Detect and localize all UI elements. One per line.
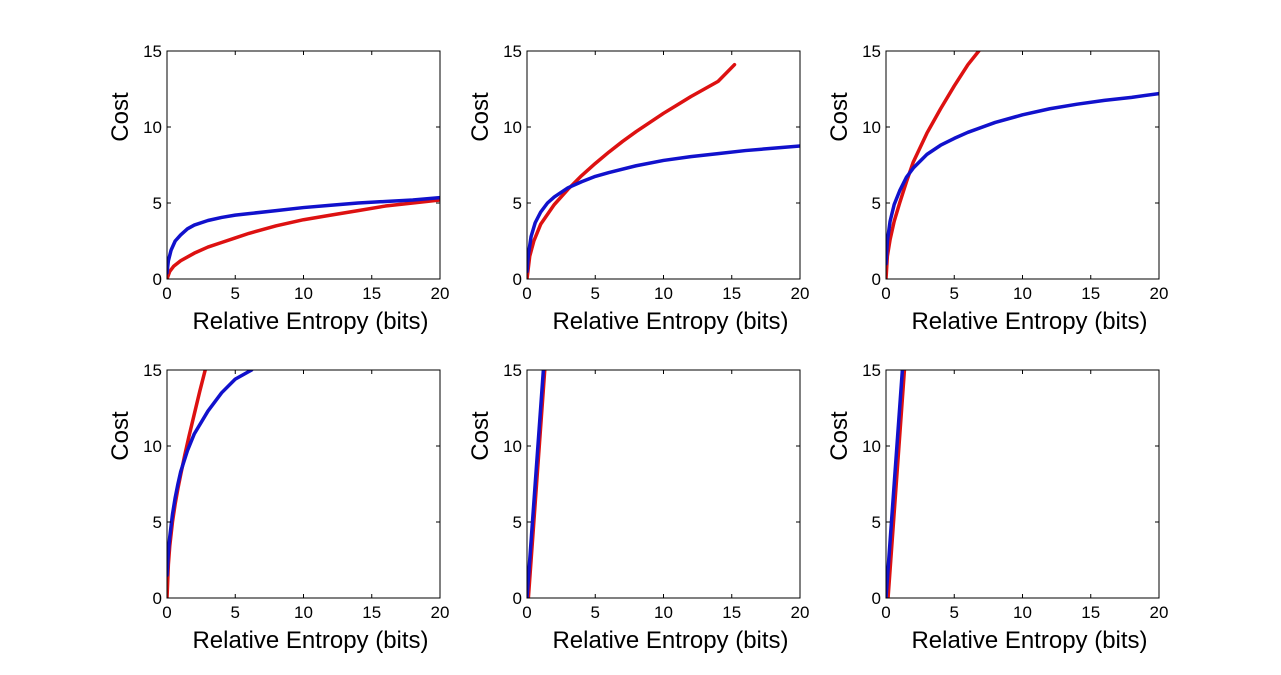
y-tick-label: 5	[153, 194, 162, 213]
x-tick-label: 0	[162, 603, 171, 622]
x-tick-label: 20	[791, 284, 810, 303]
y-tick-label: 10	[862, 118, 881, 137]
y-axis-label: Cost	[107, 92, 134, 142]
x-tick-label: 15	[1081, 603, 1100, 622]
subplot-1: 0 5 10 15 20 0 5 10 15 Relative Entropy (bits) Cos…	[107, 42, 449, 335]
x-tick-label: 20	[1150, 603, 1169, 622]
y-tick-label: 15	[862, 361, 881, 380]
y-tick-label: 0	[513, 270, 522, 289]
y-tick-label: 10	[143, 118, 162, 137]
x-tick-label: 20	[791, 603, 810, 622]
y-axis-label: Cost	[467, 92, 494, 142]
x-tick-label: 20	[1150, 284, 1169, 303]
x-tick-label: 0	[522, 284, 531, 303]
x-tick-label: 10	[654, 284, 673, 303]
subplot-2: 0 5 10 15 20 0 5 10 15 Relative Entropy (bits) Cos…	[467, 42, 809, 335]
x-tick-label: 20	[431, 603, 450, 622]
x-tick-label: 5	[591, 284, 600, 303]
x-axis-label: Relative Entropy (bits)	[192, 308, 428, 335]
x-tick-label: 10	[1013, 284, 1032, 303]
x-tick-label: 15	[722, 603, 741, 622]
y-tick-label: 5	[153, 513, 162, 532]
subplot-4: 0 5 10 15 20 0 5 10 15 Relative Entropy (bits) Cos…	[107, 361, 449, 654]
y-axis-label: Cost	[826, 92, 853, 142]
y-tick-label: 0	[513, 589, 522, 608]
y-tick-label: 15	[862, 42, 881, 61]
series-line-blue	[886, 91, 1159, 266]
series-line-red	[167, 198, 440, 279]
series-line-red	[886, 51, 981, 279]
series-line-blue	[167, 195, 440, 275]
plot-frame	[526, 50, 801, 280]
plot-frame	[526, 369, 801, 599]
x-tick-label: 5	[950, 603, 959, 622]
y-tick-label: 5	[513, 194, 522, 213]
y-axis-label: Cost	[467, 411, 494, 461]
plot-frame	[166, 369, 441, 599]
x-tick-label: 0	[162, 284, 171, 303]
x-tick-label: 0	[881, 603, 890, 622]
x-tick-label: 5	[231, 284, 240, 303]
y-tick-label: 10	[862, 437, 881, 456]
y-tick-label: 15	[503, 42, 522, 61]
x-axis-label: Relative Entropy (bits)	[192, 627, 428, 654]
y-tick-label: 10	[503, 118, 522, 137]
series-line-red	[886, 370, 907, 598]
series-line-blue	[527, 370, 546, 598]
subplot-5: 0 5 10 15 20 0 5 10 15 Relative Entropy (bits) Cos…	[467, 361, 809, 654]
y-tick-label: 15	[143, 361, 162, 380]
x-tick-label: 10	[654, 603, 673, 622]
x-tick-label: 10	[294, 603, 313, 622]
y-axis-label: Cost	[107, 411, 134, 461]
plot-frame	[885, 50, 1160, 280]
x-axis-label: Relative Entropy (bits)	[552, 627, 788, 654]
x-tick-label: 0	[522, 603, 531, 622]
x-axis-label: Relative Entropy (bits)	[911, 308, 1147, 335]
subplot-6: 0 5 10 15 20 0 5 10 15 Relative Entropy (bits) Cos…	[826, 361, 1168, 654]
series-line-blue	[527, 144, 800, 274]
x-tick-label: 15	[362, 603, 381, 622]
subplot-3: 0 5 10 15 20 0 5 10 15 Relative Entropy (bits) Cos…	[826, 42, 1168, 335]
y-tick-label: 15	[503, 361, 522, 380]
x-axis-label: Relative Entropy (bits)	[911, 627, 1147, 654]
series-line-blue	[886, 370, 905, 598]
series-line-blue	[167, 370, 254, 577]
series-line-red	[527, 62, 737, 279]
y-tick-label: 5	[872, 194, 881, 213]
plot-frame	[885, 369, 1160, 599]
x-tick-label: 5	[950, 284, 959, 303]
y-tick-label: 0	[872, 589, 881, 608]
y-tick-label: 15	[143, 42, 162, 61]
y-tick-label: 0	[872, 270, 881, 289]
y-tick-label: 0	[153, 589, 162, 608]
y-tick-label: 5	[513, 513, 522, 532]
x-tick-label: 15	[362, 284, 381, 303]
x-tick-label: 5	[591, 603, 600, 622]
y-tick-label: 5	[872, 513, 881, 532]
x-tick-label: 15	[722, 284, 741, 303]
x-tick-label: 10	[294, 284, 313, 303]
y-tick-label: 0	[153, 270, 162, 289]
x-tick-label: 10	[1013, 603, 1032, 622]
x-axis-label: Relative Entropy (bits)	[552, 308, 788, 335]
x-tick-label: 0	[881, 284, 890, 303]
series-line-red	[167, 370, 207, 598]
y-axis-label: Cost	[826, 411, 853, 461]
x-tick-label: 15	[1081, 284, 1100, 303]
y-tick-label: 10	[503, 437, 522, 456]
x-tick-label: 20	[431, 284, 450, 303]
y-tick-label: 10	[143, 437, 162, 456]
x-tick-label: 5	[231, 603, 240, 622]
plot-frame	[166, 50, 441, 280]
